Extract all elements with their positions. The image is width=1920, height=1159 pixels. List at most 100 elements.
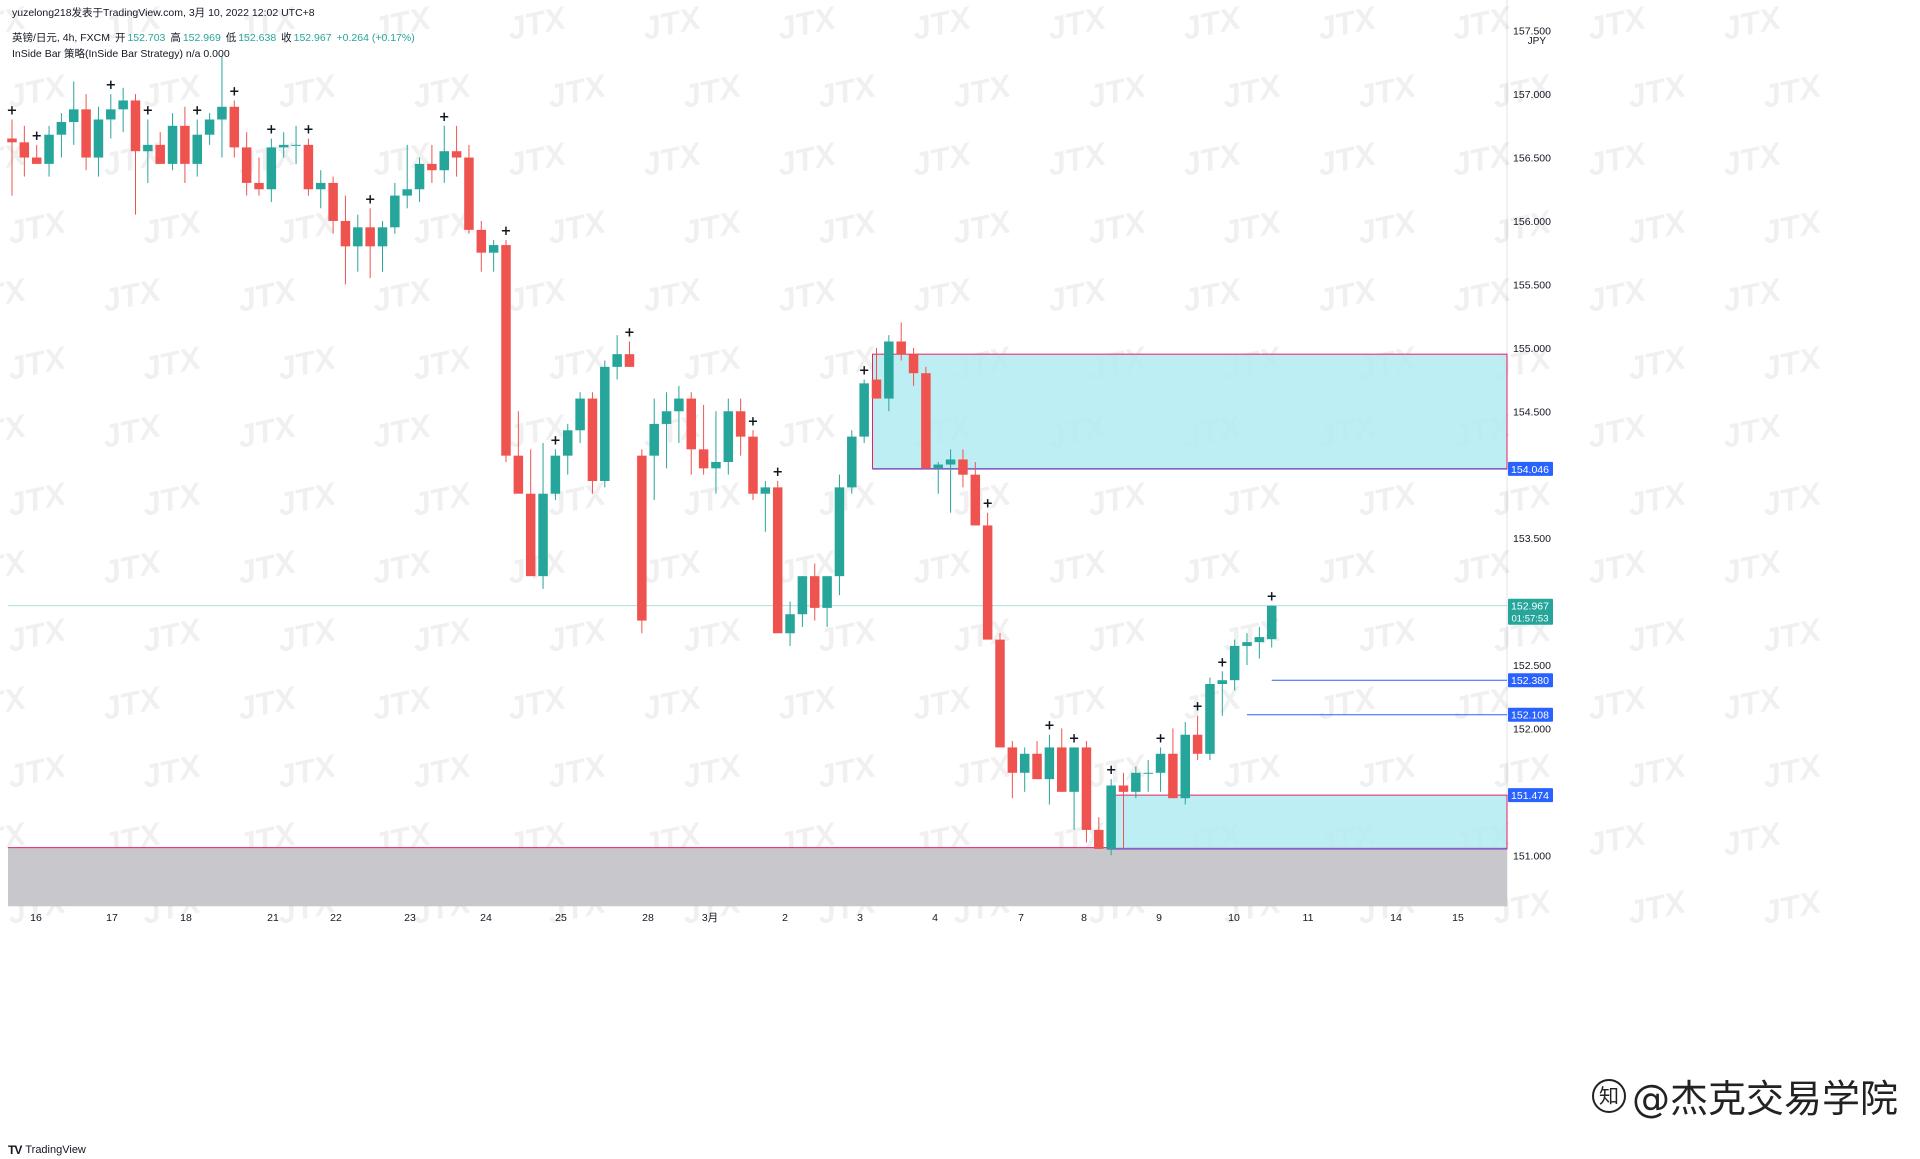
jtx-watermark-tile: JTX [4,611,71,659]
candle-body [414,163,425,190]
candle-body [69,109,79,123]
candle-body [31,157,42,164]
candle-body [859,383,869,437]
inside-bar-marker: + [1266,589,1277,604]
jtx-watermark-tile: JTX [1354,67,1421,115]
jtx-watermark-tile: JTX [4,747,71,795]
jtx-watermark-tile: JTX [1624,339,1691,387]
jtx-watermark-tile: JTX [274,475,341,523]
candle-body [686,398,696,450]
candle-body [587,398,598,482]
inside-bar-marker: + [1217,655,1228,670]
candle-body [1254,637,1265,643]
candle-body [649,423,659,456]
candle-body [772,487,783,634]
candle-body [884,341,894,399]
y-tick-label: 151.000 [1513,850,1551,862]
candle-body [550,455,561,494]
jtx-watermark-tile: JTX [234,407,301,455]
candle-body [143,144,153,152]
jtx-watermark-tile: JTX [679,339,746,387]
jtx-watermark-tile: JTX [1584,135,1651,183]
jtx-watermark-tile: JTX [774,0,841,47]
jtx-watermark-tile: JTX [1044,0,1111,47]
jtx-watermark-tile: JTX [1719,271,1786,319]
candle-body [81,109,91,158]
jtx-watermark-tile: JTX [544,67,611,115]
zone-price-tag-label: 151.474 [1511,790,1549,802]
jtx-watermark-tile: JTX [909,543,976,591]
tradingview-footer[interactable]: TV TradingView [8,1143,86,1157]
candle-body [204,119,215,135]
candle-body [1168,753,1178,799]
jtx-watermark-tile: JTX [1624,475,1691,523]
high-label: 高 [170,32,181,44]
x-tick-label: 7 [1018,912,1024,924]
candle-body [1094,829,1104,849]
jtx-watermark-tile: JTX [1314,543,1381,591]
x-tick-label: 3 [857,912,863,924]
inside-bar-marker: + [365,192,376,207]
candle-body [637,455,647,621]
x-tick-label: 16 [30,912,42,924]
jtx-watermark-tile: JTX [1179,0,1246,47]
candle-body [1069,747,1079,792]
currency-label: JPY [1528,36,1547,47]
jtx-watermark-tile: JTX [274,611,341,659]
candle-body [995,639,1005,748]
candle-body [711,462,721,469]
candle-body [1081,747,1092,830]
jtx-watermark-tile: JTX [369,271,436,319]
jtx-watermark-tile: JTX [774,135,841,183]
y-tick-label: 155.500 [1513,279,1551,291]
jtx-watermark-tile: JTX [909,679,976,727]
zone-price-tag [1508,461,1553,476]
high-value: 152.969 [182,32,221,44]
jtx-watermark-tile: JTX [4,339,71,387]
jtx-watermark-tile: JTX [0,407,30,455]
jtx-watermark-tile: JTX [814,203,881,251]
candle-body [822,576,832,608]
jtx-watermark-tile: JTX [1584,815,1651,863]
candle-body [847,436,857,488]
x-tick-label: 4 [932,912,938,924]
jtx-watermark-tile: JTX [679,203,746,251]
jtx-watermark-tile: JTX [1179,543,1246,591]
y-tick-label: 157.000 [1513,89,1551,101]
open-value: 152.703 [127,32,166,44]
jtx-watermark-tile: JTX [0,679,30,727]
candle-body [1106,785,1116,849]
candle-body [1118,785,1129,792]
candle-body [958,459,968,475]
jtx-watermark-tile: JTX [234,543,301,591]
candle-body [501,245,511,456]
jtx-watermark-tile: JTX [1584,0,1651,47]
indicator-legend[interactable]: InSide Bar 策略(InSide Bar Strategy) n/a 0… [12,47,232,61]
candle-body [229,106,240,148]
inside-bar-marker: + [624,325,635,340]
candle-body [600,366,610,482]
jtx-watermark-tile: JTX [369,543,436,591]
jtx-watermark-tile: JTX [234,679,301,727]
candle-body [982,525,993,640]
tradingview-logo-icon: TV [8,1143,22,1157]
jtx-watermark-tile: JTX [274,339,341,387]
jtx-watermark-tile: JTX [1759,67,1826,115]
x-tick-label: 10 [1228,912,1240,924]
jtx-watermark-tile: JTX [504,135,571,183]
candle-body [303,144,314,190]
jtx-watermark-tile: JTX [1584,271,1651,319]
candle-body [328,182,338,221]
candle-body [661,411,672,424]
jtx-watermark-tile: JTX [814,611,881,659]
jtx-watermark-tile: JTX [1719,407,1786,455]
jtx-watermark-tile: JTX [504,0,571,47]
x-tick-label: 23 [404,912,416,924]
last-price-label: 152.967 [1511,601,1549,613]
tradingview-brand: TradingView [25,1144,86,1156]
jtx-watermark-tile: JTX [814,339,881,387]
candle-body [1192,734,1203,754]
candle-body [871,379,882,399]
